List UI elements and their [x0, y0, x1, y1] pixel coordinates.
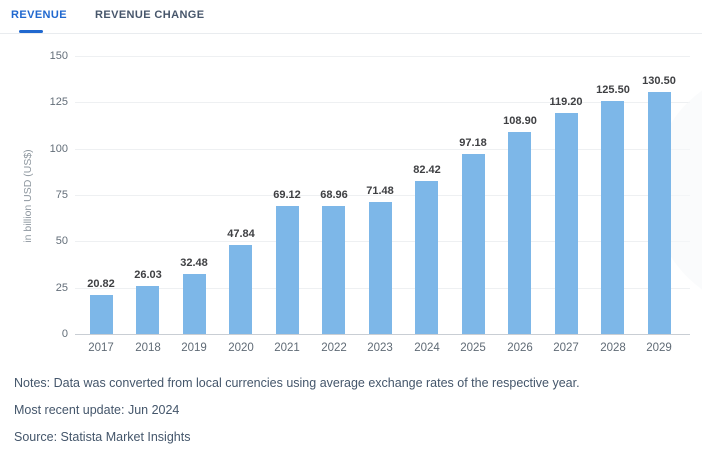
- bar-2019[interactable]: [183, 274, 206, 334]
- bar-value-label: 32.48: [180, 257, 208, 269]
- y-tick-label: 75: [55, 189, 68, 201]
- tab-revenue[interactable]: REVENUE: [11, 9, 67, 21]
- x-tick-label: 2024: [414, 342, 440, 354]
- gridline: [75, 195, 690, 196]
- bar-value-label: 82.42: [413, 164, 441, 176]
- gridline: [75, 56, 690, 57]
- bar-value-label: 125.50: [596, 84, 630, 96]
- x-tick-label: 2029: [646, 342, 672, 354]
- bar-2018[interactable]: [136, 286, 159, 334]
- bar-2025[interactable]: [462, 154, 485, 334]
- bar-value-label: 68.96: [320, 189, 348, 201]
- y-tick-label: 25: [55, 282, 68, 294]
- y-tick-label: 125: [49, 96, 68, 108]
- bar-value-label: 71.48: [366, 185, 394, 197]
- tab-revenue-change[interactable]: REVENUE CHANGE: [95, 9, 205, 21]
- bar-2022[interactable]: [322, 206, 345, 334]
- active-tab-underline: [19, 30, 43, 33]
- x-tick-label: 2021: [274, 342, 300, 354]
- gridline: [75, 102, 690, 103]
- y-axis-title: in billion USD (US$): [22, 149, 34, 243]
- bar-value-label: 108.90: [503, 115, 537, 127]
- y-tick-label: 50: [55, 235, 68, 247]
- x-tick-label: 2028: [600, 342, 626, 354]
- bar-2027[interactable]: [555, 113, 578, 334]
- bar-value-label: 69.12: [273, 189, 301, 201]
- x-tick-label: 2019: [181, 342, 207, 354]
- bar-value-label: 20.82: [87, 278, 115, 290]
- bar-2021[interactable]: [276, 206, 299, 334]
- bar-value-label: 26.03: [134, 269, 162, 281]
- bar-2024[interactable]: [415, 181, 438, 334]
- bar-2028[interactable]: [601, 101, 624, 334]
- bar-chart: in billion USD (US$) 0 25 50 75 100 125 150 20.…: [22, 50, 690, 354]
- bar-2023[interactable]: [369, 202, 392, 334]
- gridline: [75, 149, 690, 150]
- x-tick-label: 2022: [321, 342, 347, 354]
- x-tick-label: 2027: [553, 342, 579, 354]
- source-text: Source: Statista Market Insights: [14, 430, 191, 444]
- y-tick-label: 100: [49, 143, 68, 155]
- tab-bar: REVENUE REVENUE CHANGE: [0, 0, 702, 34]
- y-tick-label: 0: [61, 328, 68, 340]
- x-tick-label: 2023: [367, 342, 393, 354]
- x-tick-label: 2020: [228, 342, 254, 354]
- x-axis-line: [75, 334, 690, 335]
- bar-value-label: 47.84: [227, 228, 255, 240]
- y-tick-label: 150: [49, 50, 68, 62]
- bar-value-label: 97.18: [459, 137, 487, 149]
- bar-value-label: 119.20: [549, 96, 583, 108]
- notes-text: Notes: Data was converted from local cur…: [14, 376, 580, 390]
- x-tick-label: 2025: [460, 342, 486, 354]
- bar-2029[interactable]: [648, 92, 671, 334]
- x-tick-label: 2017: [88, 342, 114, 354]
- x-tick-label: 2026: [507, 342, 533, 354]
- bar-value-label: 130.50: [642, 75, 676, 87]
- bar-2026[interactable]: [508, 132, 531, 334]
- last-update-text: Most recent update: Jun 2024: [14, 403, 180, 417]
- x-tick-label: 2018: [135, 342, 161, 354]
- bar-2020[interactable]: [229, 245, 252, 334]
- bar-2017[interactable]: [90, 295, 113, 334]
